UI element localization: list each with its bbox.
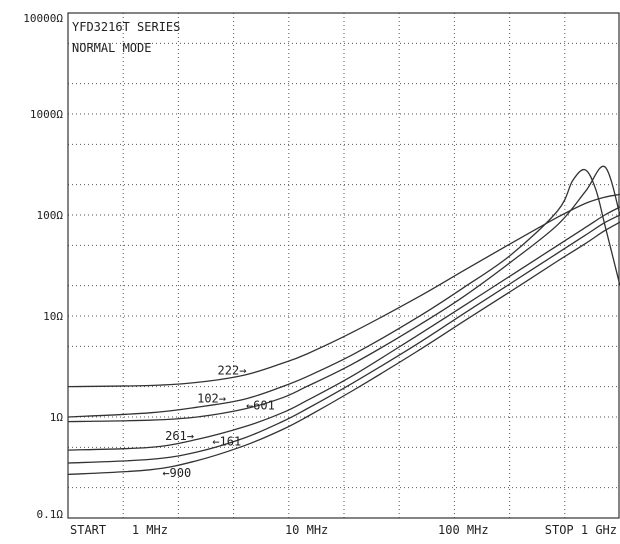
y-tick-label: 10Ω [43,310,63,323]
series-annotation: 261→ [165,429,194,443]
series-line-161 [67,214,620,464]
x-tick-label: 1 MHz [132,523,168,537]
series-line-102 [67,168,620,418]
series-annotation: 102→ [197,391,226,405]
grid-layer [68,13,620,518]
series-line-900 [67,221,620,476]
series-line-601 [67,165,620,423]
x-tick-label: START [70,523,106,537]
series-annotation: ←601 [246,398,275,412]
series-annotation: 222→ [218,363,247,377]
y-tick-label: 1Ω [50,411,64,424]
series-annotation: ←161 [212,435,241,449]
plot-frame [67,12,620,519]
chart-title: YFD3216T SERIES [72,20,180,34]
chart-subtitle: NORMAL MODE [72,41,151,55]
text-layer: YFD3216T SERIES NORMAL MODE 10000Ω 1000Ω 100… [23,12,617,537]
series-line-222 [67,193,620,388]
frame-layer [67,12,620,519]
series-line-261 [67,206,620,451]
y-tick-label: 0.1Ω [37,508,64,521]
y-tick-label: 10000Ω [23,12,63,25]
y-tick-label: 100Ω [37,209,64,222]
y-tick-label: 1000Ω [30,108,63,121]
series-annotation: ←900 [162,466,191,480]
x-tick-label: 10 MHz [285,523,328,537]
x-tick-label: STOP 1 GHz [545,523,617,537]
series-layer [67,165,620,476]
x-tick-label: 100 MHz [438,523,489,537]
